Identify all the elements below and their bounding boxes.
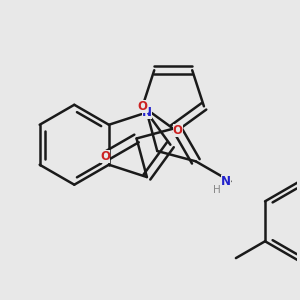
- Text: O: O: [137, 100, 148, 113]
- Text: O: O: [100, 150, 110, 163]
- Text: N: N: [221, 175, 231, 188]
- Text: N: N: [142, 106, 152, 119]
- Text: H: H: [213, 185, 220, 195]
- Text: O: O: [173, 124, 183, 137]
